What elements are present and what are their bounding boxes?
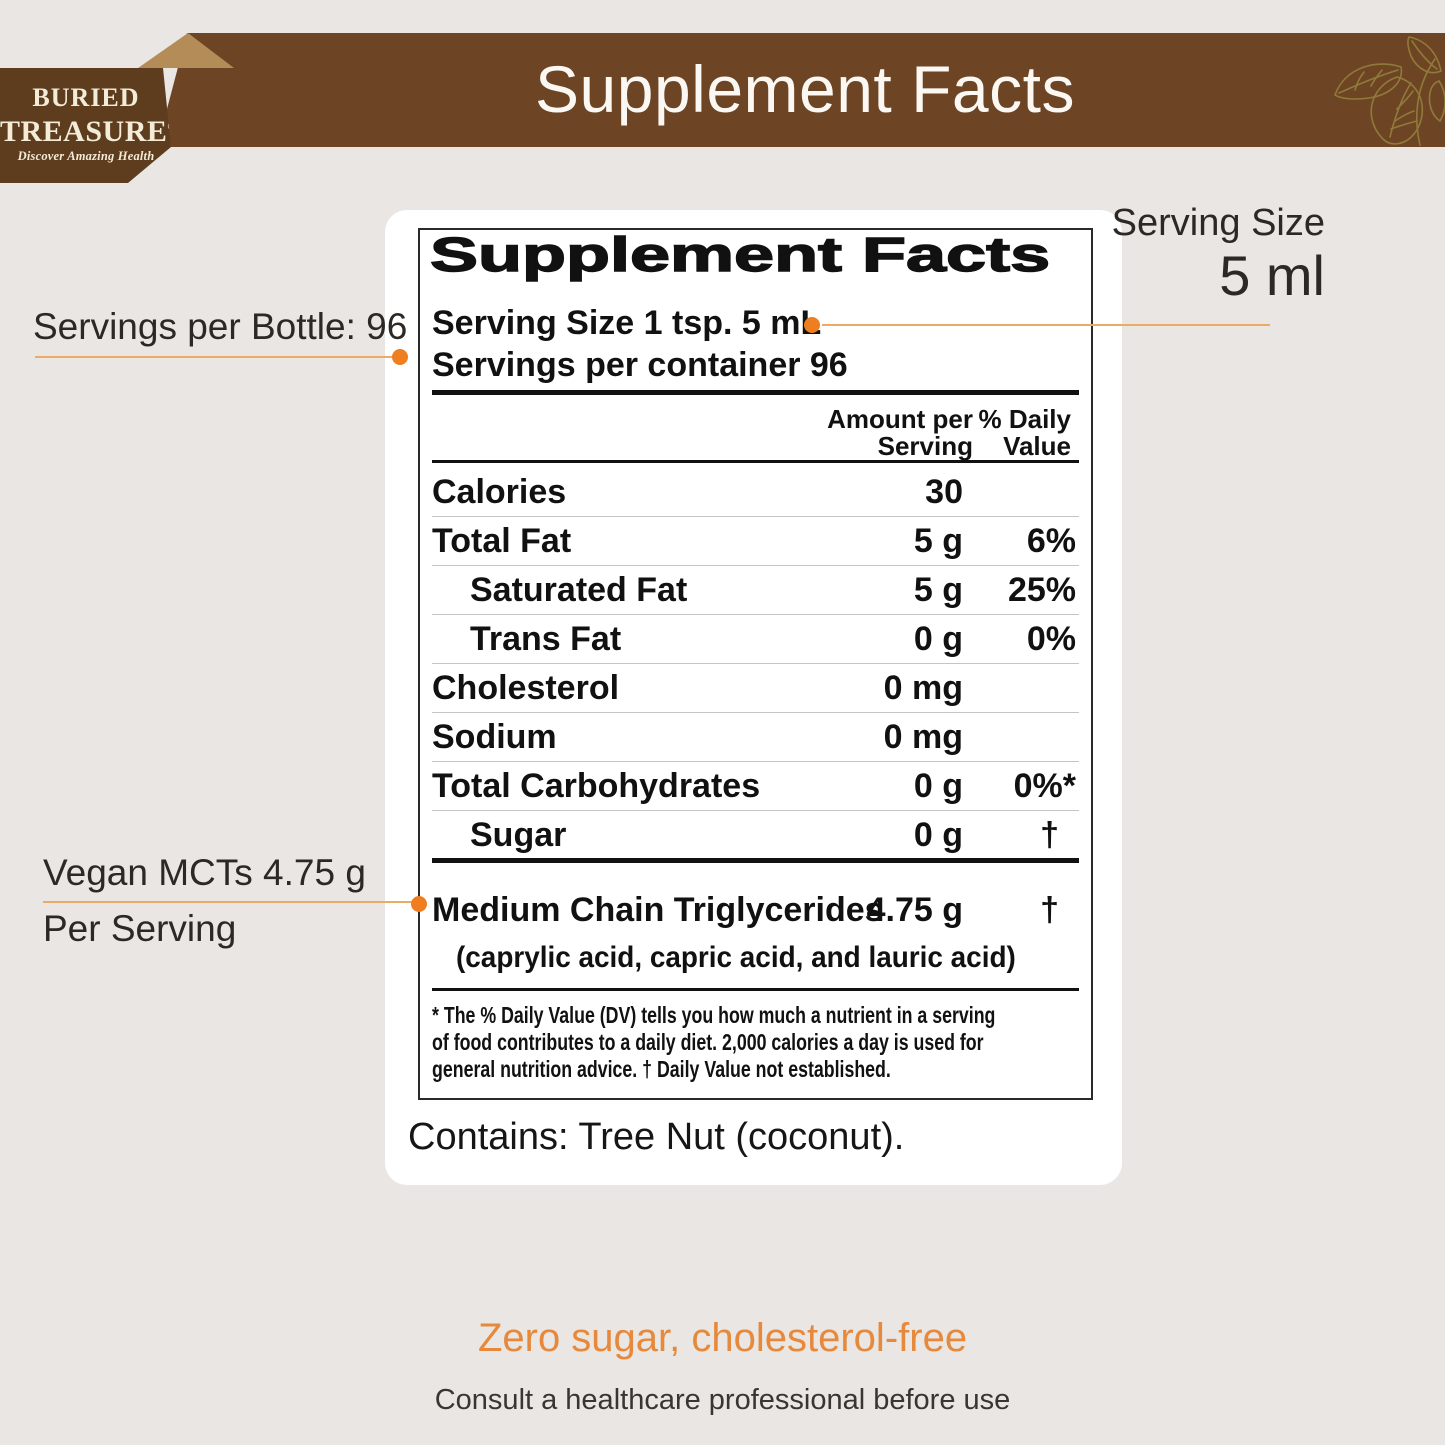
row-amount: 5 g: [913, 522, 963, 560]
row-daily-value: 0%*: [1013, 767, 1076, 805]
row-label: Saturated Fat: [470, 571, 688, 609]
supplement-facts-panel: Supplement Facts Serving Size 1 tsp. 5 m…: [418, 228, 1093, 1100]
panel-title: Supplement Facts: [429, 228, 1051, 282]
contains-line: Contains: Tree Nut (coconut).: [408, 1116, 905, 1158]
leaf-decoration-icon: [1334, 36, 1445, 146]
nutrition-row: Total Fat 5 g 6%: [432, 517, 1079, 566]
callout-vegan-mcts-line2: Per Serving: [43, 908, 237, 949]
column-header-daily-value: % Daily Value: [978, 404, 1072, 461]
row-label: Sodium: [432, 718, 557, 756]
row-daily-value: 0%: [1026, 620, 1076, 658]
row-label: Sugar: [470, 816, 567, 854]
row-label: Total Fat: [432, 522, 572, 560]
connector-dot-servings: [392, 349, 408, 365]
row-label: Calories: [432, 473, 567, 511]
top-banner: Supplement Facts: [157, 33, 1445, 147]
logo-text-line2: TREASURE®: [0, 111, 171, 147]
rule-footnote: [432, 988, 1079, 991]
row-amount: 0 mg: [883, 669, 963, 707]
row-daily-value: †: [1040, 816, 1059, 854]
supplement-card: Supplement Facts Serving Size 1 tsp. 5 m…: [385, 210, 1122, 1185]
nutrition-row: Total Carbohydrates 0 g 0%*: [432, 762, 1079, 811]
nutrition-row: Trans Fat 0 g 0%: [432, 615, 1079, 664]
connector-dot-serving-size: [804, 317, 820, 333]
nutrition-row: Sodium 0 mg: [432, 713, 1079, 762]
mct-daily-value: †: [1040, 891, 1059, 929]
callout-vegan-mcts-line1: Vegan MCTs 4.75 g: [43, 852, 366, 893]
nutrition-row: Saturated Fat 5 g 25%: [432, 566, 1079, 615]
daily-value-footnote: * The % Daily Value (DV) tells you how m…: [432, 1002, 996, 1082]
row-label: Trans Fat: [470, 620, 622, 658]
logo-tagline: Discover Amazing Health: [17, 149, 155, 163]
column-header-amount: Amount per Serving: [827, 404, 973, 461]
row-amount: 0 g: [913, 620, 963, 658]
row-amount: 5 g: [913, 571, 963, 609]
nutrition-rows: Calories 30 Total Fat 5 g 6% Saturated Fat 5 g…: [432, 468, 1079, 859]
rule-top: [432, 390, 1079, 395]
connector-dot-mct: [411, 896, 427, 912]
rule-header: [432, 460, 1079, 463]
rule-mid: [432, 858, 1079, 863]
nutrition-row: Sugar 0 g †: [432, 811, 1079, 859]
connector-line-servings: [35, 356, 396, 358]
footer-disclaimer: Consult a healthcare professional before…: [434, 1384, 1011, 1416]
callout-serving-size: Serving Size 5 ml: [1112, 200, 1325, 306]
row-amount: 0 g: [913, 816, 963, 854]
serving-size-value: 5 ml: [1219, 244, 1325, 307]
row-amount: 0 g: [913, 767, 963, 805]
row-daily-value: 25%: [1007, 571, 1076, 609]
row-amount: 0 mg: [883, 718, 963, 756]
row-label: Cholesterol: [432, 669, 620, 707]
connector-line-mct: [43, 901, 412, 903]
banner-title: Supplement Facts: [535, 52, 1075, 126]
callout-servings-per-bottle: Servings per Bottle: 96: [33, 306, 408, 347]
footer-highlight: Zero sugar, cholesterol-free: [477, 1316, 968, 1360]
brand-ribbon: BURIED TREASURE® Discover Amazing Health: [0, 68, 171, 183]
mct-amount: 4.75 g: [866, 891, 963, 929]
row-label: Total Carbohydrates: [432, 767, 761, 805]
nutrition-row: Calories 30: [432, 468, 1079, 517]
servings-per-container-line: Servings per container 96: [432, 346, 848, 384]
serving-size-label: Serving Size: [1111, 202, 1325, 244]
mct-row: Medium Chain Triglycerides 4.75 g †: [432, 886, 1079, 934]
logo-text-line1: BURIED: [32, 83, 140, 112]
nutrition-row: Cholesterol 0 mg: [432, 664, 1079, 713]
connector-line-serving-size: [822, 324, 1270, 326]
mct-subline: (caprylic acid, capric acid, and lauric …: [456, 941, 1016, 974]
serving-size-line: Serving Size 1 tsp. 5 mL: [432, 304, 822, 342]
row-amount: 30: [925, 473, 963, 511]
mct-label: Medium Chain Triglycerides: [432, 891, 884, 929]
row-daily-value: 6%: [1026, 522, 1076, 560]
